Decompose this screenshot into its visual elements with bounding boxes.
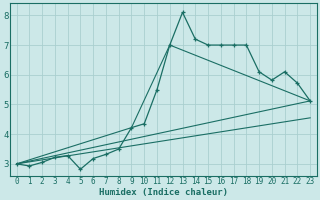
X-axis label: Humidex (Indice chaleur): Humidex (Indice chaleur) [99, 188, 228, 197]
